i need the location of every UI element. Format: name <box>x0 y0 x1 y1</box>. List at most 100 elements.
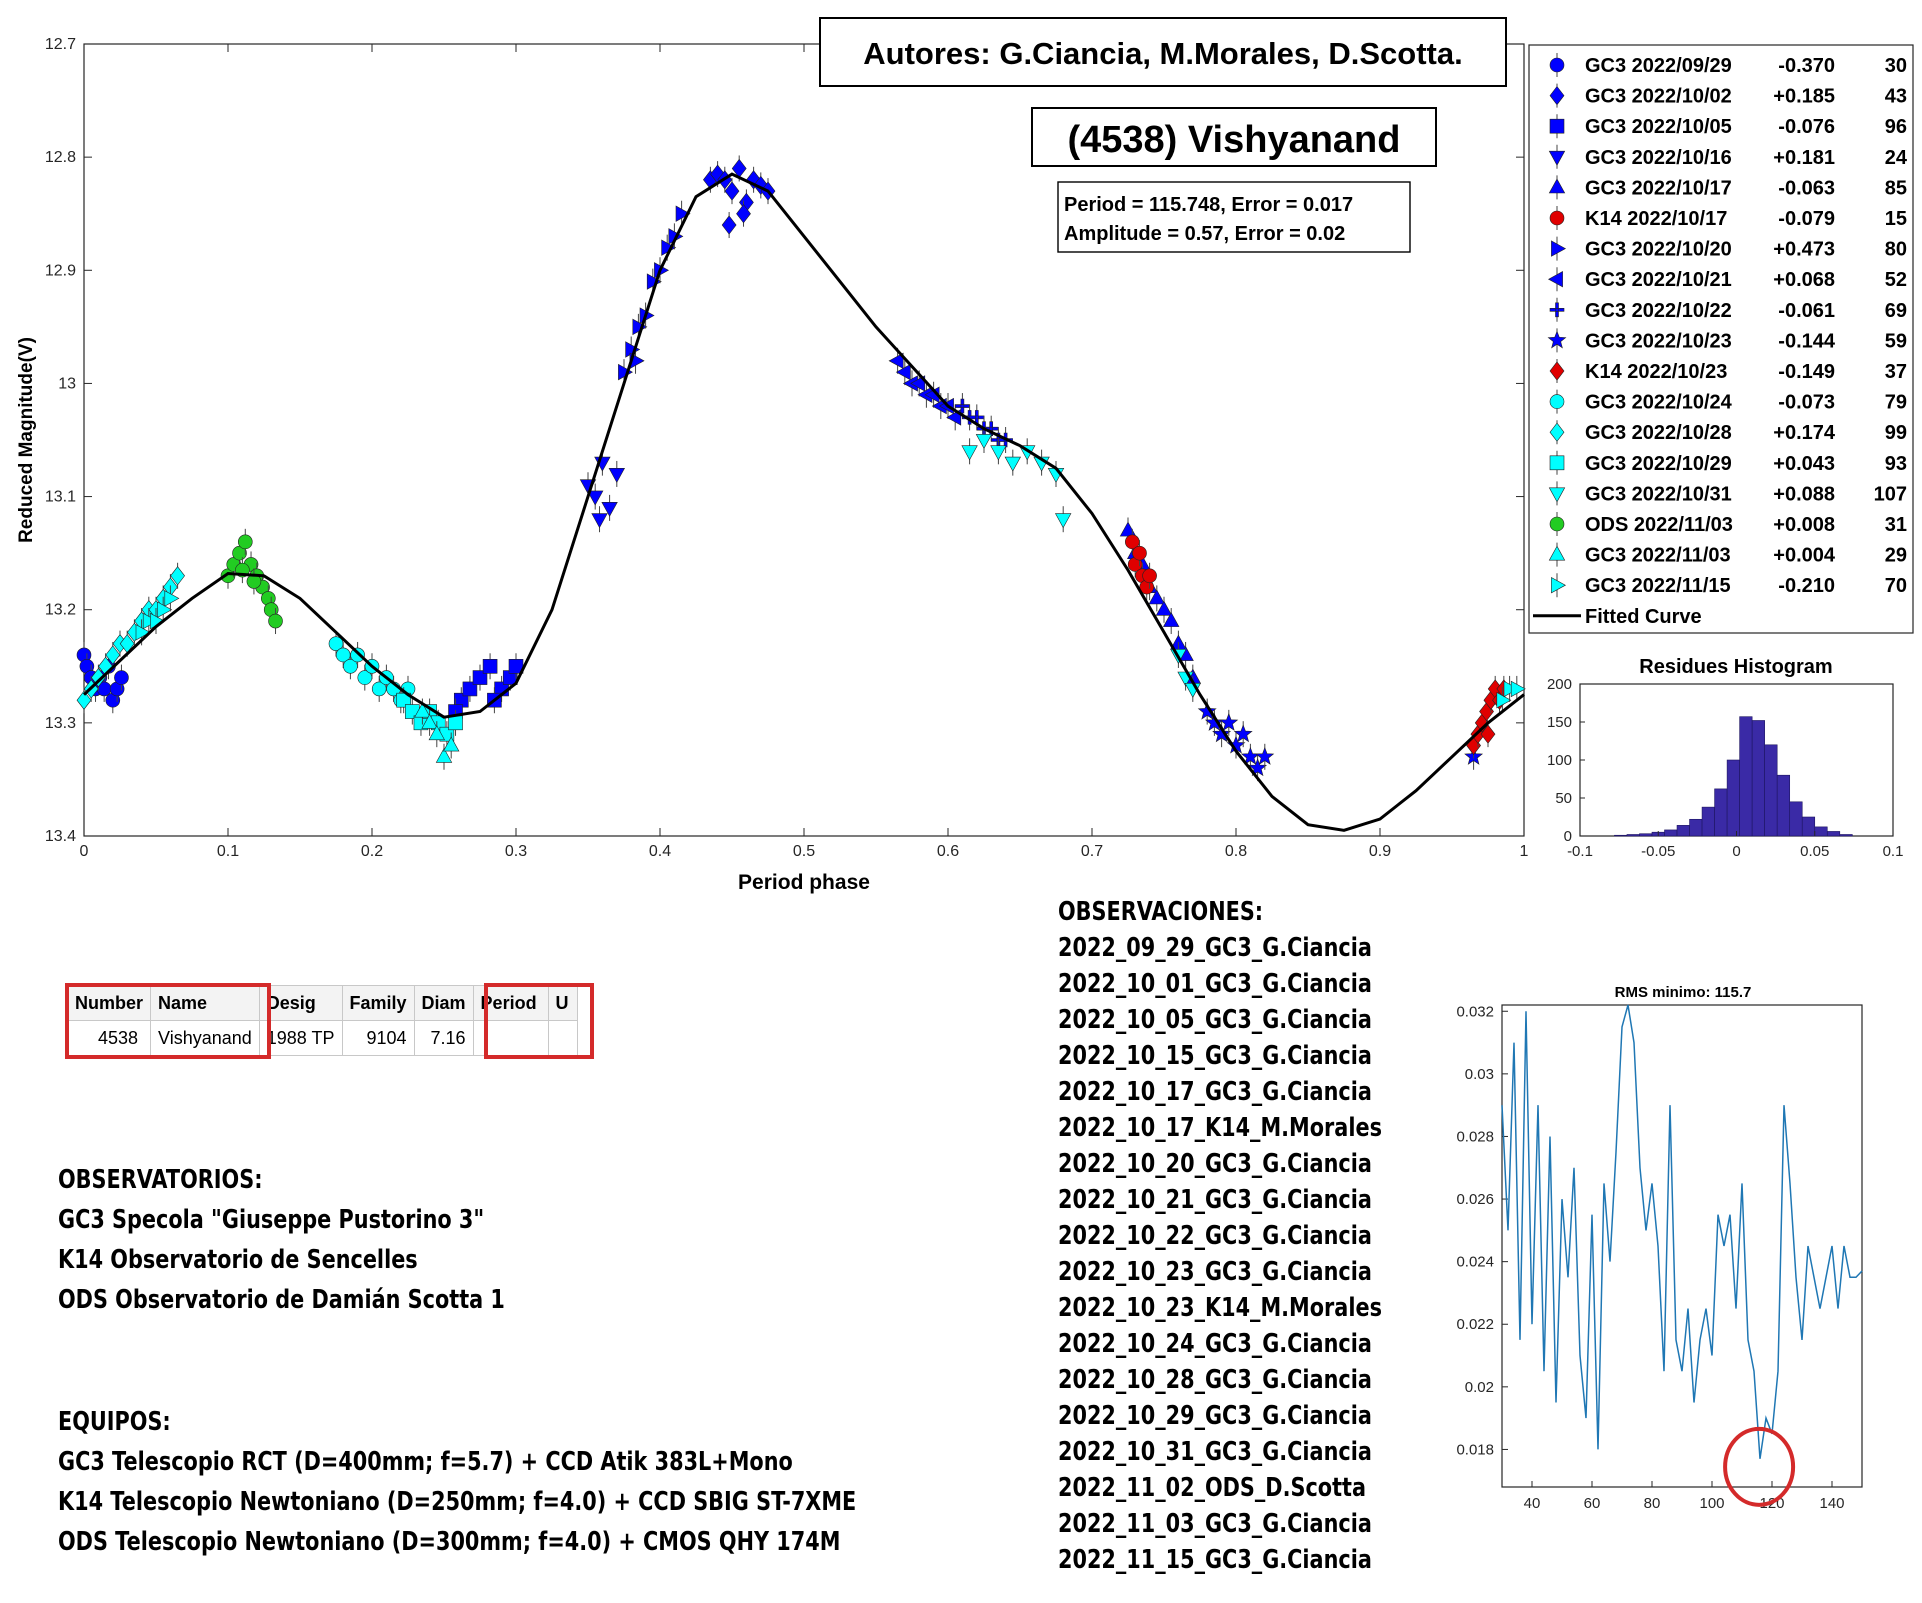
y-tick-label: 150 <box>1547 714 1572 731</box>
x-tick-label: 100 <box>1699 1495 1724 1512</box>
residues-histogram: Residues Histogram -0.1 -0.05 0 0.05 0.1 0 50 1… <box>1547 656 1903 860</box>
table-cell-name: Vishyanand <box>150 1020 260 1056</box>
data-point <box>721 215 737 235</box>
table-header-cell: U <box>547 985 578 1021</box>
data-point <box>170 566 185 586</box>
legend-series-count: 59 <box>1885 330 1907 352</box>
data-point <box>462 681 478 697</box>
legend-entry: GC3 2022/10/21 +0.068 52 <box>1547 267 1907 292</box>
legend-entry: GC3 2022/10/20 +0.473 80 <box>1551 236 1907 261</box>
data-point <box>105 645 121 665</box>
rms-title: RMS minimo: 115.7 <box>1615 984 1752 1001</box>
rms-axes-box <box>1501 1004 1863 1488</box>
observacion-line: 2022_10_15_GC3_G.Ciancia <box>1058 1041 1372 1071</box>
data-point <box>910 375 926 392</box>
data-point <box>1197 701 1217 720</box>
histogram-bar <box>1626 834 1640 837</box>
observacion-line: 2022_10_20_GC3_G.Ciancia <box>1058 1149 1372 1179</box>
table-header-cell: Name <box>150 985 260 1021</box>
fit-info-frame <box>1057 181 1411 253</box>
histogram-bars <box>1614 716 1853 837</box>
legend-series-count: 96 <box>1885 116 1907 138</box>
y-tick-label: 0.032 <box>1456 1003 1494 1020</box>
data-point <box>961 445 978 461</box>
legend-series-count: 107 <box>1874 483 1907 505</box>
legend-entry: GC3 2022/10/28 +0.174 99 <box>1549 420 1907 445</box>
legend-series-offset: +0.181 <box>1773 147 1835 169</box>
histogram-bar <box>1689 818 1703 837</box>
histogram-ticks: -0.1 -0.05 0 0.05 0.1 0 50 100 150 200 <box>1547 676 1903 860</box>
legend-marker <box>1548 178 1566 194</box>
x-tick-label: 0 <box>1732 843 1740 860</box>
histogram-bar <box>1839 834 1853 837</box>
equipos-title: EQUIPOS: <box>58 1407 171 1437</box>
table-header-cell: Diam <box>413 985 474 1021</box>
observacion-line: 2022_10_24_GC3_G.Ciancia <box>1058 1329 1372 1359</box>
data-point <box>1142 568 1157 584</box>
legend-series-offset: +0.174 <box>1773 422 1836 444</box>
y-tick-label: 0.022 <box>1456 1316 1494 1333</box>
legend-entry: GC3 2022/10/16 +0.181 24 <box>1548 144 1908 169</box>
legend-series-name: GC3 2022/10/02 <box>1585 86 1732 108</box>
x-tick-label: 0.3 <box>505 843 527 860</box>
legend-series-name: GC3 2022/10/24 <box>1585 392 1733 414</box>
legend-series-name: K14 2022/10/17 <box>1585 208 1727 230</box>
equipo-line: K14 Telescopio Newtoniano (D=250mm; f=4.… <box>58 1487 857 1517</box>
legend-entry: K14 2022/10/17 -0.079 15 <box>1549 206 1907 230</box>
legend-series-count: 29 <box>1885 545 1907 567</box>
data-point <box>975 434 993 450</box>
legend-marker <box>1549 210 1565 226</box>
legend-series-offset: +0.068 <box>1773 269 1835 291</box>
x-tick-label: 140 <box>1819 1495 1844 1512</box>
histogram-bar <box>1714 788 1728 837</box>
data-point <box>114 670 129 685</box>
data-point <box>237 534 253 550</box>
x-tick-label: 1 <box>1520 843 1529 860</box>
histogram-bar <box>1751 720 1765 837</box>
data-point <box>1219 712 1239 731</box>
legend-entry: GC3 2022/10/17 -0.063 85 <box>1548 175 1907 200</box>
legend-series-name: GC3 2022/11/03 <box>1585 545 1731 567</box>
legend-entry: GC3 2022/10/24 -0.073 79 <box>1549 389 1907 414</box>
histogram-title: Residues Histogram <box>1639 656 1832 678</box>
table-cell-number: 4538 <box>66 1020 152 1056</box>
legend-series-name: K14 2022/10/23 <box>1585 361 1727 383</box>
data-point <box>895 363 911 381</box>
legend-series-name: GC3 2022/10/20 <box>1585 239 1732 261</box>
equipo-line: GC3 Telescopio RCT (D=400mm; f=5.7) + CC… <box>58 1447 793 1477</box>
histogram-bar <box>1801 816 1816 837</box>
legend-marker <box>1547 270 1563 288</box>
legend-series-name: GC3 2022/10/29 <box>1585 453 1732 475</box>
legend-frame <box>1528 44 1914 634</box>
legend-series-offset: -0.210 <box>1778 575 1835 597</box>
histogram-bar <box>1764 744 1778 837</box>
observacion-line: 2022_11_03_GC3_G.Ciancia <box>1058 1509 1372 1539</box>
legend-entry: GC3 2022/09/29 -0.370 30 <box>1549 53 1907 77</box>
x-tick-label: 0.8 <box>1225 843 1247 860</box>
legend-entry: GC3 2022/10/22 -0.061 69 <box>1549 297 1907 322</box>
rms-line <box>1501 1004 1863 1459</box>
data-point <box>472 670 488 685</box>
x-tick-label: 0 <box>80 843 89 860</box>
legend-marker <box>1549 422 1565 442</box>
legend-marker <box>1549 118 1565 134</box>
legend-marker <box>1549 394 1565 409</box>
data-point <box>1255 746 1275 765</box>
object-title: (4538) Vishyanand <box>1067 119 1400 161</box>
y-tick-label: 0.026 <box>1456 1191 1494 1208</box>
legend-marker <box>1547 330 1567 349</box>
legend-series-count: 43 <box>1885 86 1907 108</box>
legend-series-name: GC3 2022/10/31 <box>1585 483 1732 505</box>
data-point <box>1054 513 1072 529</box>
legend-marker <box>1549 516 1565 532</box>
y-tick-label: 0.018 <box>1456 1441 1494 1458</box>
data-point <box>724 181 740 201</box>
legend-series-count: 15 <box>1885 208 1907 230</box>
observacion-line: 2022_10_21_GC3_G.Ciancia <box>1058 1185 1372 1215</box>
legend-marker <box>1548 150 1566 166</box>
observacion-line: 2022_09_29_GC3_G.Ciancia <box>1058 933 1372 963</box>
legend-marker <box>1549 86 1565 106</box>
fit-info-box: Period = 115.748, Error = 0.017 Amplitud… <box>1057 181 1411 253</box>
x-tick-label: 0.2 <box>361 843 383 860</box>
